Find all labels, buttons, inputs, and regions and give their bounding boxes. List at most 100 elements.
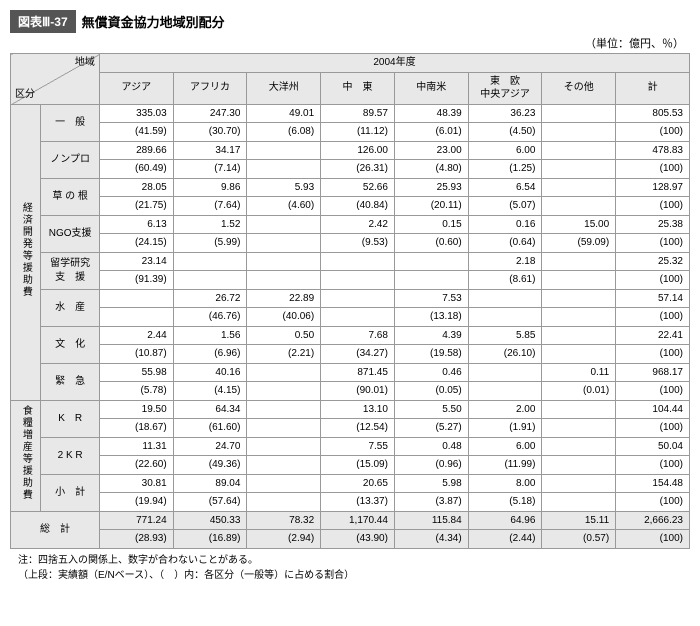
table-cell xyxy=(247,160,321,179)
table-cell: 2.44 xyxy=(99,326,173,345)
table-cell: 8.00 xyxy=(468,474,542,493)
table-cell: (6.01) xyxy=(394,123,468,142)
table-cell: (8.61) xyxy=(468,271,542,290)
table-cell: 128.97 xyxy=(616,178,690,197)
table-cell: 154.48 xyxy=(616,474,690,493)
table-cell xyxy=(542,345,616,364)
footnote-line: 注：四捨五入の関係上、数字が合わないことがある。 xyxy=(18,553,682,568)
table-cell: (0.05) xyxy=(394,382,468,401)
row-header: K R xyxy=(41,400,100,437)
table-cell: 78.32 xyxy=(247,511,321,530)
table-cell: (11.12) xyxy=(321,123,395,142)
table-row: (91.39)(8.61)(100) xyxy=(11,271,690,290)
table-cell: (100) xyxy=(616,160,690,179)
col-header: 東 欧中央アジア xyxy=(468,72,542,104)
footnotes: 注：四捨五入の関係上、数字が合わないことがある。 （上段：実績額（E/Nベース）… xyxy=(18,553,682,583)
table-cell: (13.18) xyxy=(394,308,468,327)
table-cell: 64.96 xyxy=(468,511,542,530)
table-cell xyxy=(468,363,542,382)
table-cell: 104.44 xyxy=(616,400,690,419)
total-header: 総 計 xyxy=(11,511,100,548)
table-cell: (40.84) xyxy=(321,197,395,216)
table-cell: 30.81 xyxy=(99,474,173,493)
table-cell: (5.27) xyxy=(394,419,468,438)
table-row: 文 化2.441.560.507.684.395.8522.41 xyxy=(11,326,690,345)
table-cell: 11.31 xyxy=(99,437,173,456)
table-cell xyxy=(247,271,321,290)
table-cell: 7.68 xyxy=(321,326,395,345)
table-row: 小 計30.8189.0420.655.988.00154.48 xyxy=(11,474,690,493)
table-cell: 0.50 xyxy=(247,326,321,345)
table-cell: 7.55 xyxy=(321,437,395,456)
table-cell: 55.98 xyxy=(99,363,173,382)
table-cell xyxy=(468,308,542,327)
table-cell: (21.75) xyxy=(99,197,173,216)
row-header: 草 の 根 xyxy=(41,178,100,215)
table-cell xyxy=(247,400,321,419)
table-cell: (24.15) xyxy=(99,234,173,253)
table-cell xyxy=(542,160,616,179)
table-cell: (3.87) xyxy=(394,493,468,512)
table-cell: (57.64) xyxy=(173,493,247,512)
table-row: (22.60)(49.36)(15.09)(0.96)(11.99)(100) xyxy=(11,456,690,475)
table-cell xyxy=(173,252,247,271)
table-row: 2 K R11.3124.707.550.486.0050.04 xyxy=(11,437,690,456)
table-cell: (34.27) xyxy=(321,345,395,364)
table-cell: 478.83 xyxy=(616,141,690,160)
table-cell: (5.18) xyxy=(468,493,542,512)
table-cell xyxy=(394,271,468,290)
table-cell: (100) xyxy=(616,456,690,475)
table-cell xyxy=(321,289,395,308)
table-cell: 19.50 xyxy=(99,400,173,419)
table-cell: (26.10) xyxy=(468,345,542,364)
row-header: 文 化 xyxy=(41,326,100,363)
table-cell: (10.87) xyxy=(99,345,173,364)
table-cell xyxy=(321,271,395,290)
col-header: 中 東 xyxy=(321,72,395,104)
table-cell: 40.16 xyxy=(173,363,247,382)
table-cell xyxy=(542,197,616,216)
table-cell: 1.56 xyxy=(173,326,247,345)
col-header: その他 xyxy=(542,72,616,104)
table-row: (5.78)(4.15)(90.01)(0.05)(0.01)(100) xyxy=(11,382,690,401)
table-cell: (18.67) xyxy=(99,419,173,438)
table-cell: (0.60) xyxy=(394,234,468,253)
table-cell: (7.14) xyxy=(173,160,247,179)
table-row: (46.76)(40.06)(13.18)(100) xyxy=(11,308,690,327)
table-cell: 5.98 xyxy=(394,474,468,493)
table-cell: 26.72 xyxy=(173,289,247,308)
col-header: 中南米 xyxy=(394,72,468,104)
group-header: 食糧増産等援助費 xyxy=(11,400,41,511)
table-cell: (13.37) xyxy=(321,493,395,512)
table-cell xyxy=(247,363,321,382)
table-cell: (0.64) xyxy=(468,234,542,253)
axis-cell: 地域 区分 xyxy=(11,54,100,105)
table-cell: 968.17 xyxy=(616,363,690,382)
table-cell: (43.90) xyxy=(321,530,395,549)
col-header: アフリカ xyxy=(173,72,247,104)
table-cell: (100) xyxy=(616,197,690,216)
table-cell: 49.01 xyxy=(247,104,321,123)
table-cell: (40.06) xyxy=(247,308,321,327)
table-cell: (9.53) xyxy=(321,234,395,253)
table-cell: (6.96) xyxy=(173,345,247,364)
table-cell: 25.32 xyxy=(616,252,690,271)
table-cell: (61.60) xyxy=(173,419,247,438)
table-cell xyxy=(321,252,395,271)
table-cell: 2,666.23 xyxy=(616,511,690,530)
axis-top: 地域 xyxy=(75,56,95,70)
table-cell xyxy=(247,419,321,438)
table-cell: 0.46 xyxy=(394,363,468,382)
table-cell: (100) xyxy=(616,234,690,253)
table-cell xyxy=(247,493,321,512)
table-row: 経済開発等援助費一 般335.03247.3049.0189.5748.3936… xyxy=(11,104,690,123)
table-cell xyxy=(99,289,173,308)
figure-header: 図表Ⅲ-37 無償資金協力地域別配分 xyxy=(10,10,690,33)
table-cell: (7.64) xyxy=(173,197,247,216)
table-cell xyxy=(542,456,616,475)
table-cell: 6.13 xyxy=(99,215,173,234)
table-cell: 0.15 xyxy=(394,215,468,234)
table-cell: (0.01) xyxy=(542,382,616,401)
table-cell: 89.57 xyxy=(321,104,395,123)
table-cell: 57.14 xyxy=(616,289,690,308)
